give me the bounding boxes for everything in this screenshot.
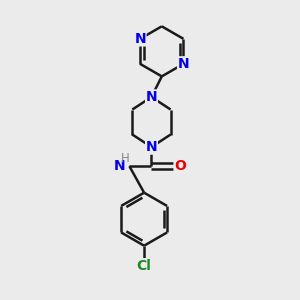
- Text: N: N: [146, 90, 157, 104]
- Text: Cl: Cl: [137, 259, 152, 273]
- Text: H: H: [121, 152, 130, 165]
- Text: N: N: [114, 159, 126, 173]
- Text: N: N: [178, 57, 189, 71]
- Text: N: N: [146, 140, 157, 154]
- Text: N: N: [134, 32, 146, 46]
- Text: O: O: [174, 159, 186, 173]
